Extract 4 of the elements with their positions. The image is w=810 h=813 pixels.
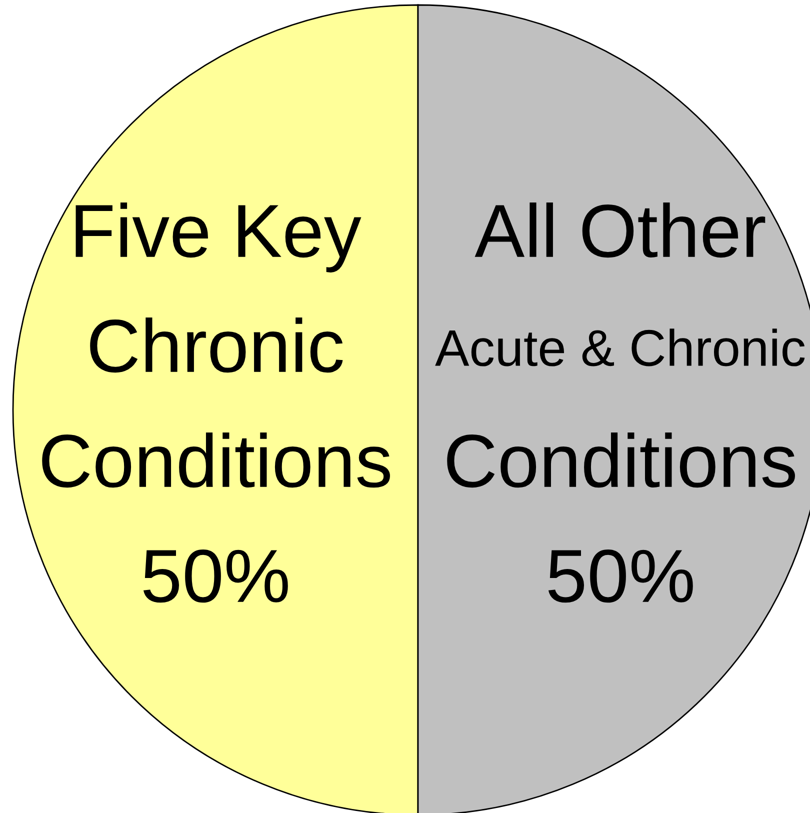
data-label: 50% (143, 550, 288, 603)
category-label: All Other Acute & Chronic Conditions (435, 202, 805, 488)
slice-label: Five Key Chronic Conditions (42, 202, 390, 488)
data-label: 50% (548, 550, 693, 603)
